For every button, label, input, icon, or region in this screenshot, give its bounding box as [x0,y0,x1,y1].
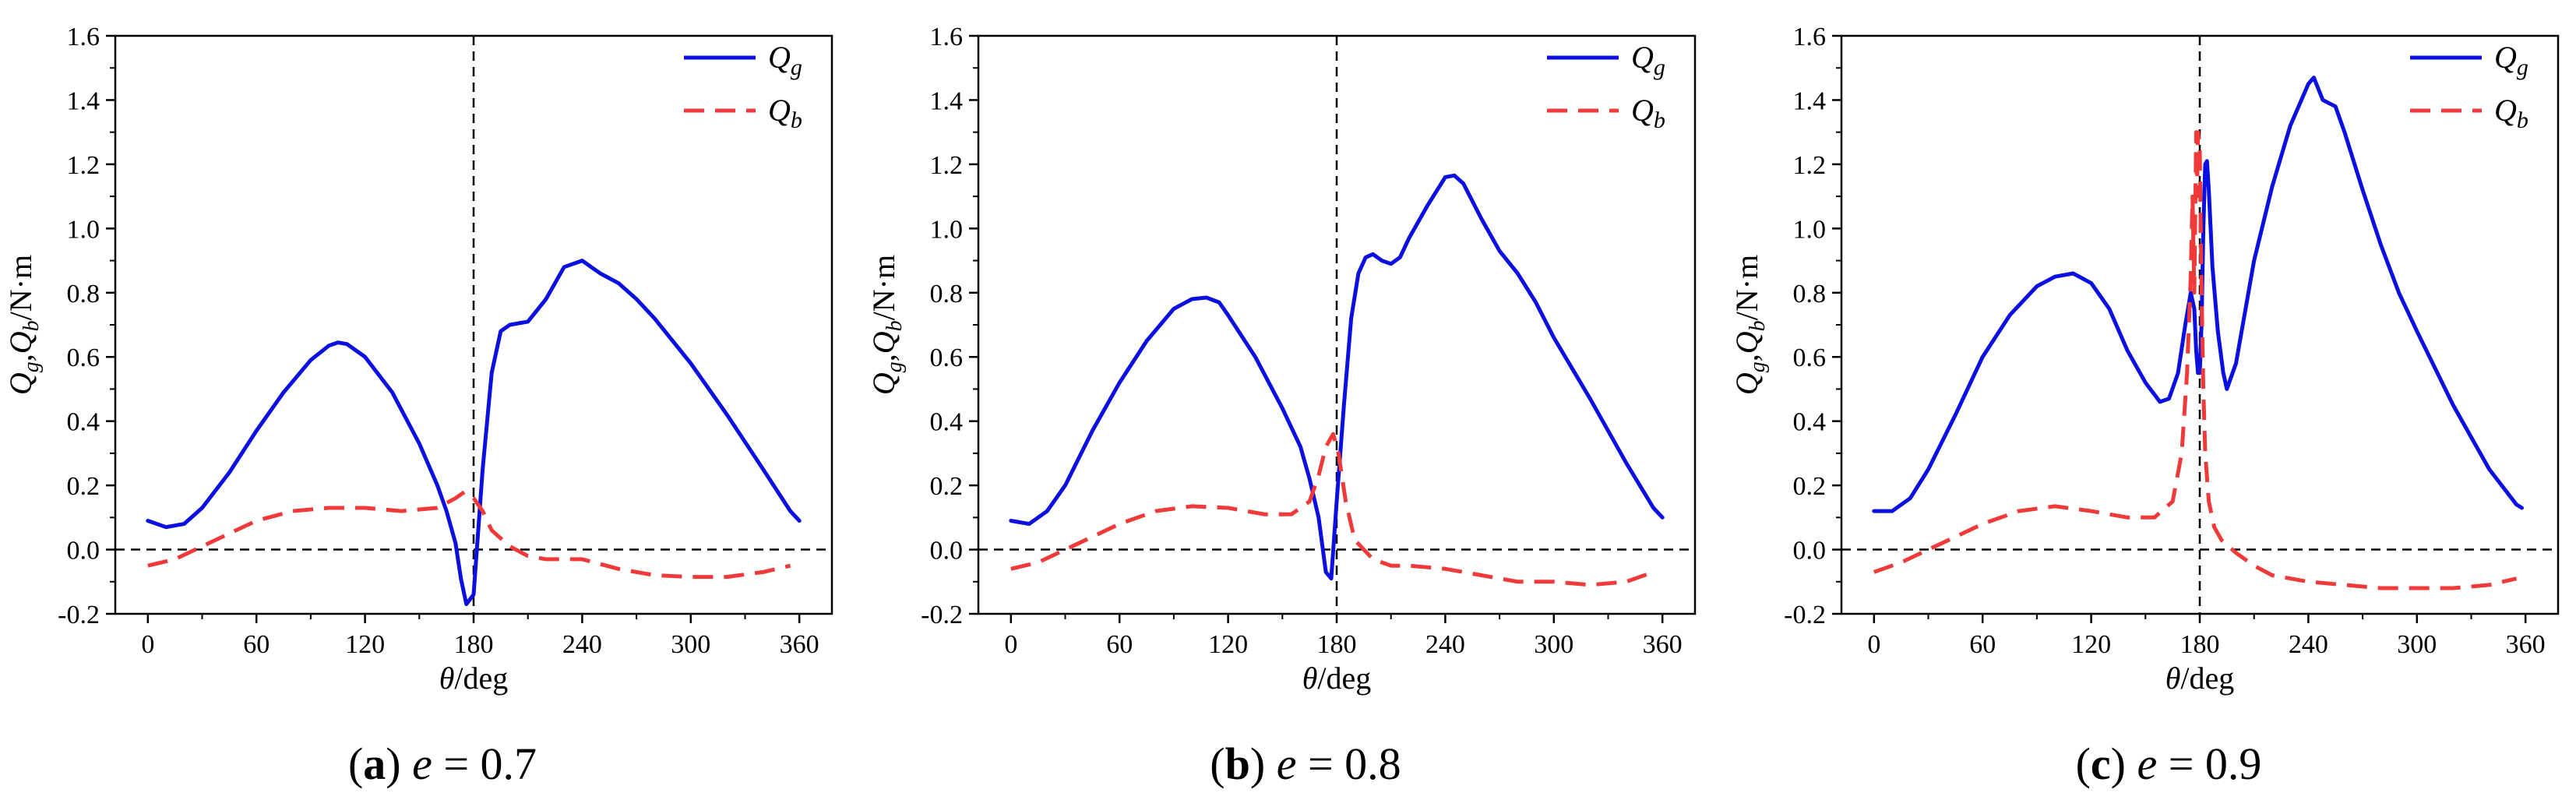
y-axis-label: Qg,Qb/N·m [1729,255,1770,395]
x-tick-label: 60 [1106,630,1133,659]
x-tick-label: 300 [2397,630,2437,659]
y-tick-label: 0.4 [1793,408,1827,437]
y-tick-label: 0.6 [930,344,964,372]
x-tick-label: 360 [1643,630,1683,659]
series-line-qg [146,259,802,607]
legend-label-qg: Qg [1631,40,1665,80]
x-tick-label: 120 [345,630,385,659]
y-tick-label: 1.0 [1793,215,1827,244]
x-tick-label: 300 [671,630,710,659]
x-tick-label: 360 [2506,630,2546,659]
y-tick-label: 0.4 [67,408,100,437]
x-axis-label: θ/deg [1302,661,1372,696]
panel-c: 0 60 120 180 240 300 360 -0.2 0.0 0.2 0.4 0.6 0.8 1.0… [1729,23,2560,789]
series-line-qg [1009,173,1665,581]
panel-b: 0 60 120 180 240 300 360 -0.2 0.0 0.2 0.4 0.6 0.8 1.0… [866,23,1697,789]
x-axis-label: θ/deg [2165,661,2235,696]
y-tick-label: 1.0 [67,215,100,244]
legend-label-qb: Qb [2494,93,2528,133]
y-tick-label: 0.8 [67,280,100,308]
legend-label-qb: Qb [768,93,802,133]
x-tick-label: 360 [780,630,819,659]
y-tick-label: 0.2 [1793,472,1827,501]
y-axis-label: Qg,Qb/N·m [3,255,44,395]
x-tick-label: 0 [1004,630,1017,659]
series-line-qb [1873,130,2518,590]
x-tick-label: 0 [1867,630,1880,659]
y-tick-label: 0.0 [1793,537,1827,566]
y-tick-label: 0.6 [67,344,100,372]
panel-caption: (b) e = 0.8 [1210,738,1401,789]
x-tick-label: 120 [1208,630,1248,659]
y-tick-label: 1.4 [1793,86,1827,115]
y-tick-label: 1.6 [930,23,964,51]
y-tick-label: 1.2 [67,151,100,180]
y-tick-label: 0.0 [67,537,100,566]
x-tick-label: 240 [1425,630,1465,659]
y-tick-label: -0.2 [1784,601,1826,629]
x-tick-label: 180 [1317,630,1357,659]
x-tick-label: 180 [454,630,494,659]
x-tick-label: 60 [243,630,270,659]
y-tick-label: 0.4 [930,408,964,437]
series-line-qb [147,489,791,580]
y-tick-label: 1.2 [930,151,964,180]
legend-label-qb: Qb [1631,93,1665,133]
x-tick-label: 240 [562,630,602,659]
x-axis-label: θ/deg [439,661,509,696]
x-tick-label: 120 [2071,630,2111,659]
y-tick-label: -0.2 [921,601,963,629]
x-tick-label: 60 [1969,630,1996,659]
y-tick-label: 0.2 [930,472,964,501]
legend-label-qg: Qg [768,40,802,80]
y-tick-label: 1.6 [1793,23,1827,51]
y-axis-label: Qg,Qb/N·m [866,255,907,395]
panel-caption: (c) e = 0.9 [2076,738,2262,789]
x-tick-label: 300 [1534,630,1573,659]
y-tick-label: 1.4 [930,86,964,115]
series-line-qb [1010,432,1654,587]
y-tick-label: 0.6 [1793,344,1827,372]
panel-a: 0 60 120 180 240 300 360 -0.2 0.0 0.2 0.4 0.6 0.8 1.0… [3,23,833,789]
y-tick-label: 0.2 [67,472,100,501]
y-tick-label: 1.2 [1793,151,1827,180]
y-tick-label: 1.4 [67,86,100,115]
legend-label-qg: Qg [2494,40,2528,80]
panel-caption: (a) e = 0.7 [348,738,537,789]
y-tick-label: 0.8 [930,280,964,308]
x-tick-label: 0 [141,630,154,659]
y-tick-label: 0.8 [1793,280,1827,308]
y-tick-label: -0.2 [58,601,100,629]
series-line-qg [1872,76,2524,513]
y-tick-label: 1.0 [930,215,964,244]
y-tick-label: 0.0 [930,537,964,566]
y-tick-label: 1.6 [67,23,100,51]
x-tick-label: 240 [2289,630,2328,659]
x-tick-label: 180 [2180,630,2220,659]
